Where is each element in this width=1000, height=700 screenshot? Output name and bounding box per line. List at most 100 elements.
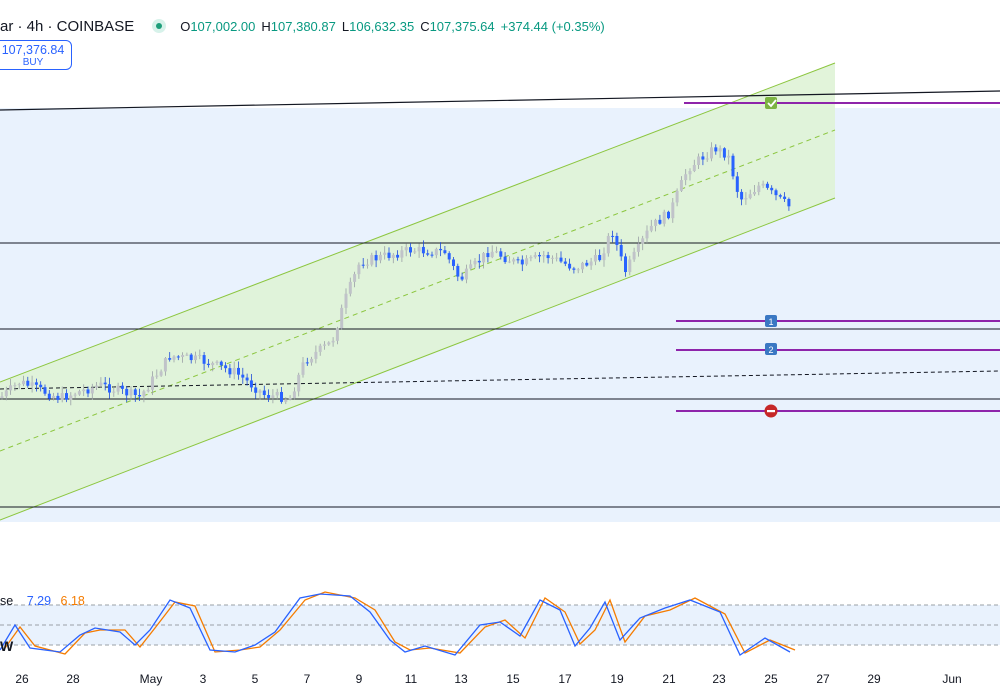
candle-body [245,377,249,381]
candle-body [598,255,602,261]
candle-body [344,293,348,308]
candle-body [331,340,335,343]
candle-body [211,362,215,366]
candle-body [370,255,374,265]
dashed-trendline [0,370,1000,390]
candle-body [757,185,761,192]
candle-body [778,195,782,197]
candle-body [108,384,111,393]
candle-body [679,180,683,191]
candle-body [576,269,580,271]
low-value: 106,632.35 [349,18,415,34]
candle-body [30,382,34,386]
candle-body [710,147,713,159]
x-tick-label: 23 [712,672,726,686]
candle-body [469,264,473,269]
candle-body [34,382,38,385]
candle-body [581,262,584,270]
candle-body [705,158,709,160]
open-value: 107,002.00 [190,18,256,34]
stop-marker-icon[interactable] [764,404,778,418]
x-tick-label: 29 [867,672,881,686]
candle-body [99,382,103,386]
candle-body [151,376,154,390]
symbol-title[interactable]: ar · 4h · COINBASE [0,17,135,35]
candle-body [314,351,318,359]
candle-body [52,395,56,399]
candle-body [460,276,464,280]
candle-body [327,342,331,345]
candle-body [185,354,189,356]
candle-body [262,390,266,396]
candle-body [374,255,378,261]
oscillator-side-label: W [0,638,14,654]
candle-body [267,395,271,398]
ohlc-values: O107,002.00 H107,380.87 L106,632.35 C107… [180,19,605,34]
candle-body [658,219,662,224]
candle-body [572,268,576,270]
candle-body [662,211,666,224]
candle-body [138,395,142,397]
candle-body [335,328,339,341]
candle-body [421,246,425,254]
candle-body [473,260,477,265]
candle-body [215,361,219,363]
candle-body [232,367,236,375]
candle-body [189,354,193,361]
candle-body [56,395,60,400]
oscillator-legend: se 7.29 6.18 [0,594,85,608]
x-tick-label: 5 [252,672,259,686]
candle-body [507,261,511,263]
candle-body [129,389,133,396]
candle-body [568,263,572,269]
candle-body [22,380,25,385]
candle-body [353,274,357,282]
candle-body [142,391,146,397]
candle-body [305,362,309,364]
candle-body [275,391,279,396]
candle-body [13,385,17,387]
candle-body [65,393,68,400]
candle-body [219,361,223,366]
candle-body [348,281,352,294]
x-tick-label: 3 [200,672,207,686]
candle-body [490,251,494,258]
x-tick-label: 27 [816,672,830,686]
x-tick-label: 15 [506,672,520,686]
candle-body [619,244,623,257]
candle-body [383,252,387,255]
x-tick-label: 11 [405,672,418,686]
candle-body [628,259,632,273]
candle-body [516,259,520,261]
candle-body [409,247,412,253]
candle-body [563,261,567,264]
buy-button[interactable]: 107,376.84 BUY [0,40,72,70]
candle-body [9,385,13,391]
candle-body [499,251,503,257]
candle-body [361,264,365,266]
candle-body [753,191,756,195]
candle-body [271,395,275,398]
x-tick-label: 13 [454,672,468,686]
candle-body [654,219,658,226]
candle-body [82,389,86,392]
candle-body [181,354,185,357]
candle-body [731,155,735,177]
candles-layer [0,142,791,406]
candle-body [495,251,498,253]
check-marker-icon[interactable] [765,97,777,109]
candle-body [146,389,150,392]
target-1-marker-icon[interactable]: 1 [765,315,777,327]
target-2-marker-label: 2 [768,345,773,355]
candle-body [417,246,421,252]
candle-body [439,248,443,251]
candle-body [284,399,288,402]
open-key: O [180,18,191,34]
candle-body [727,155,731,158]
resistance-trendline [0,90,1000,111]
candle-body [86,389,90,394]
target-2-marker-icon[interactable]: 2 [765,343,777,355]
candle-body [744,198,748,200]
high-value: 107,380.87 [270,18,336,34]
